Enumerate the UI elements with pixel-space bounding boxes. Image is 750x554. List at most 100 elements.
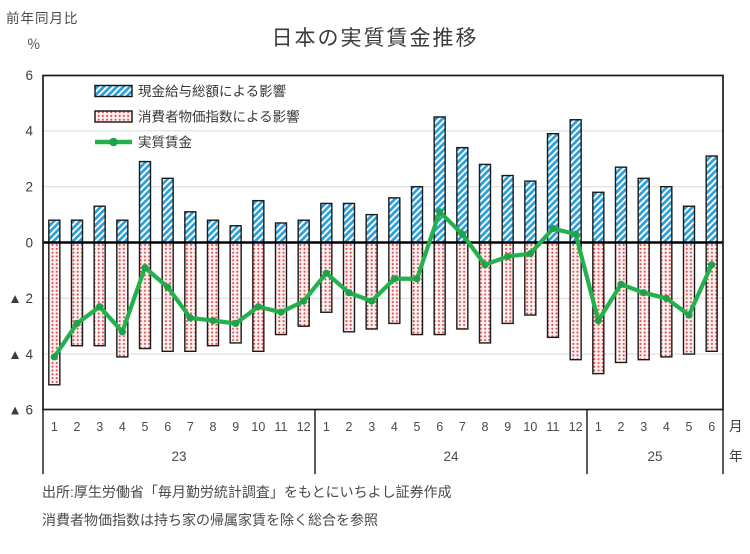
y-tick-label: 4 [25, 124, 33, 139]
cash-earnings-bar [705, 155, 718, 244]
real-wage-point [594, 317, 602, 325]
y-tick-label: 2 [25, 180, 33, 195]
month-label: 3 [640, 420, 647, 434]
real-wage-point [662, 294, 670, 302]
month-label: 6 [164, 420, 171, 434]
cash-earnings-bar [206, 219, 220, 244]
cash-earnings-bar [524, 180, 537, 244]
real-wage-point [390, 275, 398, 283]
cash-earnings-bar [592, 191, 605, 244]
real-wage-point [96, 303, 104, 311]
real-wage-point [345, 289, 353, 297]
cash-earnings-bar [569, 119, 582, 244]
month-label: 8 [482, 420, 489, 434]
year-label: 23 [171, 449, 186, 464]
cpi-bar [93, 241, 106, 347]
cpi-bar [637, 241, 650, 361]
month-label: 5 [142, 420, 149, 434]
year-label: 24 [443, 449, 459, 464]
cash-earnings-bar [660, 185, 673, 244]
month-label: 11 [547, 420, 560, 434]
month-label: 4 [119, 420, 126, 434]
month-label: 7 [187, 420, 194, 434]
cash-earnings-bar [614, 166, 628, 244]
month-label: 6 [708, 420, 715, 434]
cpi-bar [433, 241, 446, 336]
month-label: 1 [595, 420, 602, 434]
plot-border [42, 74, 724, 411]
real-wage-point [232, 319, 240, 328]
real-wage-point [254, 303, 262, 311]
cpi-bar [116, 241, 129, 358]
cash-earnings-bar [161, 177, 174, 244]
cpi-bar [546, 241, 560, 339]
legend-marker-real-wage [109, 137, 118, 147]
cash-earnings-bar [184, 211, 197, 244]
real-wage-point [50, 353, 58, 361]
cash-earnings-bar [274, 222, 288, 244]
cash-earnings-bar [501, 174, 514, 244]
month-label: 1 [51, 420, 58, 434]
real-wage-point [708, 261, 716, 269]
y-tick-label: 0 [25, 235, 33, 250]
chart-title: 日本の実質賃金推移 [271, 27, 479, 50]
real-wage-point [481, 261, 489, 269]
source-note: 出所:厚生労働省「毎月勤労統計調査」をもとにいちよし証券作成 [42, 484, 452, 500]
real-wage-point [572, 230, 580, 238]
real-wage-point [504, 252, 512, 261]
month-label: 12 [569, 420, 583, 434]
cpi-bar [206, 241, 220, 347]
real-wage-point [413, 275, 421, 283]
month-label: 1 [323, 420, 330, 434]
legend-swatch-cash-earnings [94, 84, 133, 98]
real-wage-line [52, 209, 714, 359]
real-wage-point [685, 311, 693, 319]
legend-label-real-wage: 実質賃金 [138, 135, 192, 150]
real-wage-point [458, 230, 466, 238]
month-label: 5 [414, 420, 421, 434]
real-wage-point [640, 289, 648, 297]
real-wage-point [322, 269, 330, 277]
cash-earnings-bar [320, 202, 333, 244]
cash-earnings-bar [388, 197, 401, 244]
cpi-bar [705, 241, 718, 353]
real-wage-point [164, 283, 172, 291]
month-label: 10 [523, 420, 537, 434]
real-wage-point [277, 308, 285, 316]
cash-earnings-bar [116, 219, 129, 244]
month-label: 3 [96, 420, 103, 434]
real-wage-point [436, 208, 444, 216]
y-tick-label: ▲ 2 [8, 291, 33, 306]
cpi-bar [614, 241, 628, 364]
month-label: 10 [251, 420, 265, 434]
cash-earnings-bar [365, 213, 378, 244]
legend-label-cpi: 消費者物価指数による影響 [138, 108, 300, 124]
month-label: 11 [275, 420, 288, 434]
month-label: 5 [686, 420, 693, 434]
cash-earnings-bar [48, 219, 61, 244]
cash-earnings-bar [138, 160, 152, 244]
y-tick-label: 6 [25, 68, 33, 83]
cpi-note: 消費者物価指数は持ち家の帰属家賃を除く総合を参照 [42, 512, 378, 528]
cash-earnings-bar [297, 219, 310, 244]
cpi-bar [297, 241, 310, 327]
month-label: 2 [618, 420, 625, 434]
cpi-bar [229, 241, 242, 344]
month-unit-label: 月 [729, 419, 743, 434]
cash-earnings-bar [682, 205, 696, 244]
cash-earnings-bar [637, 177, 650, 244]
y-axis-unit-label: 前年同月比 [6, 11, 79, 26]
cpi-bar [161, 241, 174, 353]
cpi-bar [274, 241, 288, 336]
legend-swatch-cpi [94, 110, 133, 123]
real-wage-point [209, 317, 217, 325]
real-wage-point [141, 264, 149, 272]
legend-label-cash-earnings: 現金給与総額による影響 [138, 83, 286, 99]
cash-earnings-bar [93, 205, 106, 244]
cpi-bar [138, 241, 152, 350]
real-wage-point [118, 328, 126, 336]
cpi-bar [365, 241, 378, 330]
cpi-bar [456, 241, 469, 330]
